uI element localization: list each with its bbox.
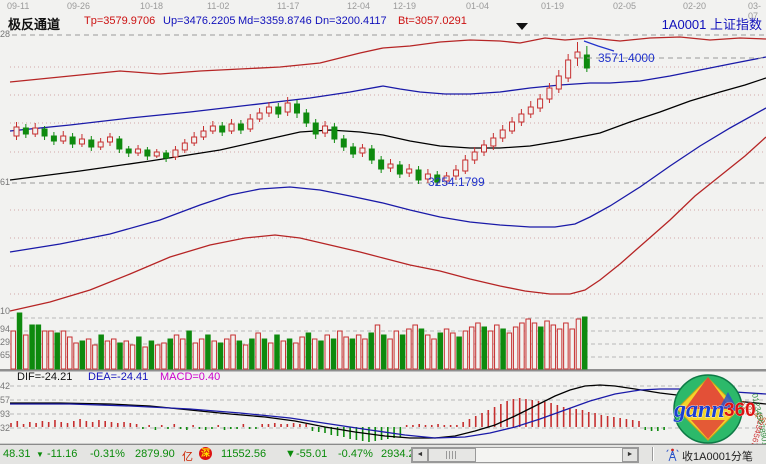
status-value: -11.16 (47, 448, 78, 460)
status-value: -55.01 (296, 448, 328, 460)
status-value: 11552.56 (221, 448, 267, 460)
main-chart-canvas[interactable] (0, 0, 766, 445)
scroll-right-arrow-icon[interactable]: ► (622, 448, 638, 462)
scrollbar-grip (446, 451, 456, 459)
logo-text-gann: gann (673, 397, 725, 423)
scroll-left-arrow-icon[interactable]: ◄ (412, 448, 428, 462)
status-bar: 48.31 ▼ -11.16 -0.31% 2879.90 亿深 11552.56 ▼ -55.… (0, 444, 766, 464)
logo-emblem (673, 374, 743, 444)
status-value: -0.31% (90, 448, 125, 460)
status-value: -0.47% (338, 448, 373, 460)
status-value: ▼ (36, 450, 44, 459)
logo-text-360: 360 (724, 400, 756, 421)
status-value: 2934.2 (381, 448, 415, 460)
status-value: 2879.90 (135, 448, 175, 460)
scrollbar-thumb[interactable] (428, 448, 476, 462)
status-value: 48.31 (3, 448, 31, 460)
status-divider (652, 447, 654, 461)
status-value: 亿 (182, 451, 193, 463)
feed-status-label: 收1A0001分笔 (682, 451, 753, 463)
broadcast-antenna-icon (666, 447, 679, 464)
status-value: ▼ (285, 448, 296, 460)
horizontal-scrollbar[interactable]: ◄ ► (411, 447, 639, 463)
shenzhen-badge: 深 (199, 447, 212, 460)
gann360-logo: 4567890123456789 0123456789012 234567890… (662, 372, 766, 464)
